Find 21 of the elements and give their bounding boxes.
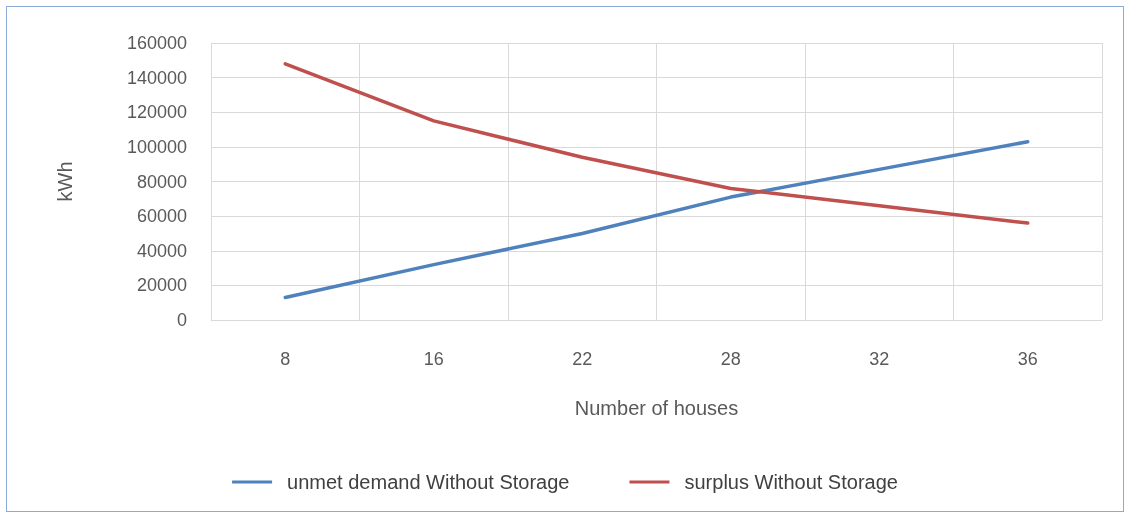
- y-tick-label: 160000: [126, 33, 187, 53]
- x-tick-label: 32: [869, 349, 890, 369]
- x-tick-label: 22: [572, 349, 593, 369]
- line-series: [283, 139, 1030, 300]
- y-tick-label: 100000: [126, 136, 187, 157]
- y-tick-label: 80000: [136, 171, 187, 192]
- y-tick-label: 140000: [126, 67, 187, 88]
- x-tick-label: 8: [280, 349, 291, 369]
- y-tick-label: 40000: [136, 240, 187, 261]
- x-tick-label: 28: [720, 349, 741, 369]
- y-tick-label: 20000: [136, 275, 187, 296]
- y-tick-label: 0: [176, 310, 187, 330]
- y-axis-title: kWh: [54, 161, 76, 202]
- y-tick-label: 60000: [136, 206, 187, 227]
- x-axis-title: Number of houses: [574, 397, 739, 419]
- y-tick-label: 120000: [126, 102, 187, 123]
- line-series: [283, 62, 1030, 225]
- legend-label: surplus Without Storage: [684, 471, 898, 493]
- x-tick-label: 36: [1017, 349, 1038, 369]
- x-tick-label: 16: [423, 349, 444, 369]
- legend-label: unmet demand Without Storage: [287, 471, 570, 493]
